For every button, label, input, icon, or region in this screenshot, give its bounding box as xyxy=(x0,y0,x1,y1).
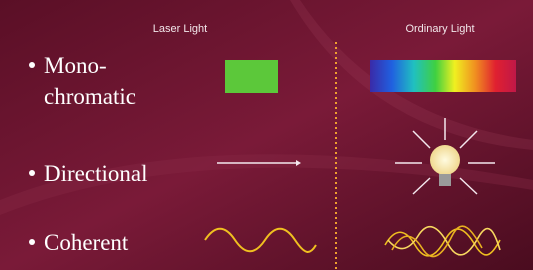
bulb-glass xyxy=(430,145,460,175)
row-label: Mono- xyxy=(44,53,107,78)
column-header: Laser Light xyxy=(153,23,207,35)
page: Laser Light Ordinary Light Mono- chromat… xyxy=(0,0,533,270)
monochrome-swatch xyxy=(225,60,278,93)
slide: Laser Light Ordinary Light Mono- chromat… xyxy=(0,0,533,270)
spectrum-swatch xyxy=(370,60,516,92)
row-label: Coherent xyxy=(44,230,129,255)
bulb-base xyxy=(439,174,451,186)
row-label: Directional xyxy=(44,161,147,186)
bullet xyxy=(29,170,35,176)
column-header: Ordinary Light xyxy=(405,23,474,35)
bullet xyxy=(29,62,35,68)
row-label: chromatic xyxy=(44,84,136,109)
bullet xyxy=(29,239,35,245)
